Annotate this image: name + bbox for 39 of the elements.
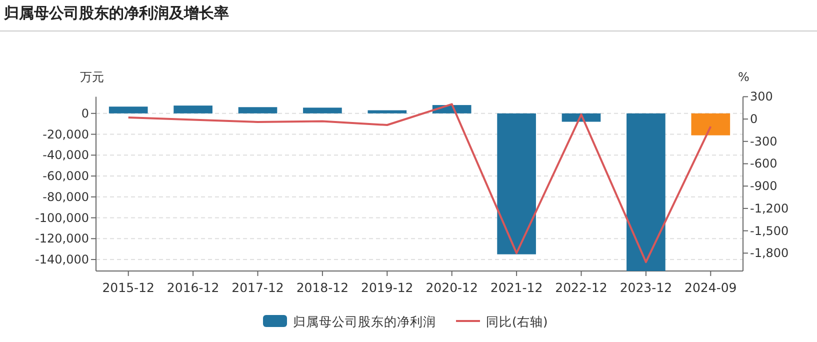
- x-tick-label: 2015-12: [102, 280, 154, 295]
- y2-tick-label: -900: [750, 179, 778, 194]
- bar: [368, 110, 407, 114]
- y2-tick-label: -1,500: [750, 224, 789, 238]
- x-tick-label: 2021-12: [490, 280, 543, 295]
- y-axis-title: 万元: [80, 70, 104, 84]
- y-tick-label: 0: [81, 106, 89, 120]
- y-tick-label: -120,000: [35, 232, 89, 246]
- x-tick-label: 2018-12: [296, 280, 349, 295]
- y2-tick-label: -1,200: [750, 201, 789, 216]
- x-tick-label: 2024-09: [684, 280, 737, 295]
- y-tick-label: -60,000: [42, 169, 89, 184]
- x-tick-label: 2016-12: [166, 280, 220, 295]
- bar: [691, 113, 730, 136]
- bar: [497, 113, 536, 254]
- bar: [303, 108, 342, 114]
- x-tick-label: 2017-12: [232, 280, 284, 295]
- y-tick-label: -100,000: [35, 210, 89, 225]
- legend-label: 归属母公司股东的净利润: [293, 314, 436, 329]
- y2-axis-title: %: [738, 70, 750, 84]
- bar: [108, 106, 148, 114]
- bar: [626, 113, 666, 271]
- x-tick-label: 2023-12: [620, 280, 672, 295]
- y2-tick-label: -600: [750, 156, 778, 171]
- x-tick-label: 2022-12: [555, 280, 608, 295]
- y-tick-label: -40,000: [42, 148, 89, 162]
- x-tick-label: 2019-12: [361, 280, 414, 295]
- x-tick-label: 2020-12: [426, 280, 478, 295]
- y2-tick-label: 0: [750, 112, 758, 126]
- y-tick-label: -80,000: [42, 190, 89, 204]
- bar: [174, 106, 212, 114]
- y2-tick-label: 300: [750, 90, 773, 104]
- y2-tick-label: -1,800: [750, 246, 789, 260]
- legend-label: 同比(右轴): [486, 314, 548, 329]
- chart-title: 归属母公司股东的净利润及增长率: [3, 4, 229, 22]
- y2-tick-label: -300: [750, 134, 778, 148]
- y-tick-label: -20,000: [42, 127, 89, 142]
- y-tick-label: -140,000: [35, 252, 89, 267]
- bar: [238, 107, 278, 114]
